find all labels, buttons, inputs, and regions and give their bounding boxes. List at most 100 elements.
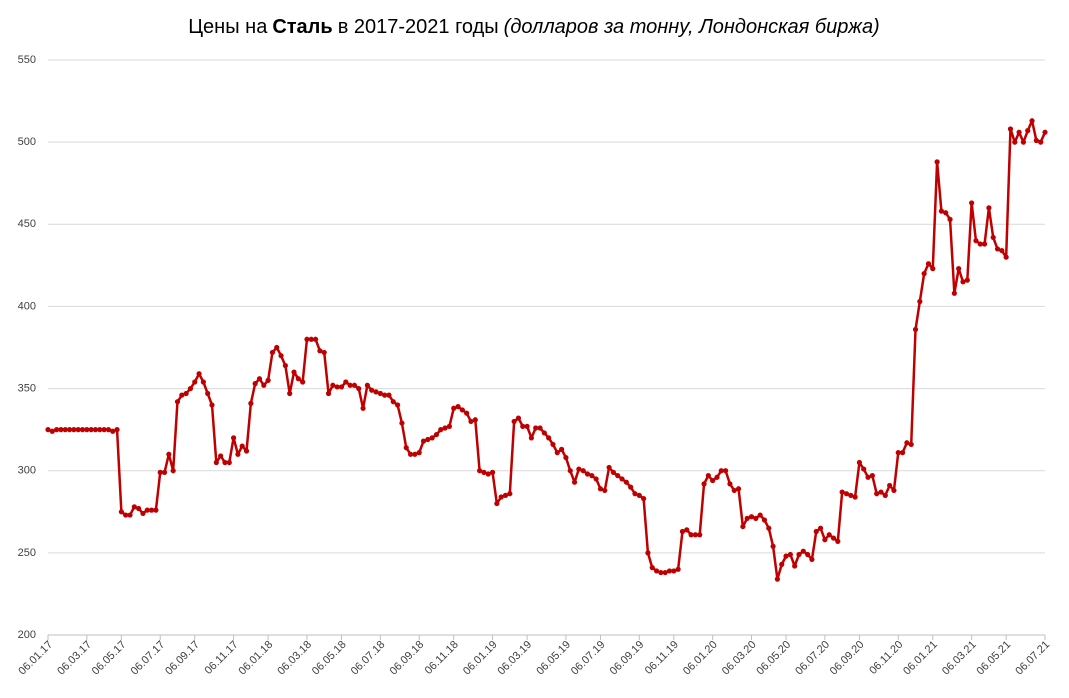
data-point [597,486,604,492]
x-tick-label: 06.09.19 [608,639,647,678]
data-point [179,392,185,398]
data-point [1003,254,1009,260]
data-point [92,427,99,433]
data-point [287,390,293,397]
data-point [407,451,414,457]
data-point [58,427,64,433]
data-point [774,576,781,582]
data-point [636,492,642,498]
data-point [429,435,435,441]
data-point [528,435,534,441]
data-point [226,459,232,466]
title-metal: Сталь [272,16,332,38]
data-point [464,410,470,416]
data-point [580,468,586,474]
title-period: в 2017-2021 годы [338,16,499,38]
x-tick-label: 06.01.20 [681,639,720,678]
data-point [71,427,77,433]
x-tick-label: 06.03.18 [275,639,314,678]
data-point [1007,126,1014,132]
x-tick-label: 06.07.21 [1013,639,1052,678]
data-point [671,568,677,574]
data-point [895,450,901,456]
data-point [170,468,176,474]
x-tick-label: 06.05.20 [754,639,793,678]
data-point [114,427,120,433]
data-point [753,515,759,521]
data-point [938,208,945,214]
data-point [537,425,543,431]
data-point [472,417,478,423]
data-point [714,474,720,480]
data-point [485,471,491,477]
data-point [546,435,552,441]
data-point [865,474,871,480]
data-point [243,448,250,454]
data-point [386,392,392,398]
data-point [541,430,547,436]
data-point [839,489,845,495]
data-point [779,561,785,567]
title-prefix: Цены на [188,16,268,38]
data-point [787,551,793,558]
data-point [140,510,146,517]
data-point [874,491,880,497]
data-point [403,445,409,451]
data-point [377,390,383,397]
data-point [744,515,750,521]
data-point [701,481,707,487]
data-point [394,402,401,408]
data-point [520,423,526,429]
data-point [628,484,634,490]
data-point [196,371,202,377]
data-point [843,491,850,497]
data-point [1020,139,1027,145]
x-tick-label: 06.09.20 [828,639,867,678]
data-point [602,487,608,494]
data-point [498,494,504,500]
x-tick-label: 06.11.18 [423,639,461,677]
chart-title: Цены на Сталь в 2017-2021 годы (долларов за… [188,16,879,38]
data-point [994,246,1001,252]
data-point [956,266,962,272]
data-point [817,525,824,531]
x-tick-label: 06.07.20 [793,639,832,678]
data-point [735,486,742,492]
data-point [584,471,591,477]
data-point [524,423,530,429]
data-point [347,382,353,388]
series-line [47,119,1047,581]
data-point [502,492,509,498]
data-point [891,487,897,494]
data-point [1012,139,1018,145]
title-unit: (долларов за тонну, Лондонская биржа) [504,16,880,38]
data-point [826,532,832,538]
x-tick-label: 06.01.17 [16,639,55,678]
data-point [256,376,263,382]
data-point [230,435,237,441]
data-point [710,477,716,484]
data-point [878,489,884,495]
data-point [261,382,267,388]
data-point [943,210,949,216]
data-point [442,425,448,431]
data-point [981,241,988,247]
data-point [861,466,867,472]
data-point [835,538,841,544]
data-point [390,399,396,405]
data-point [930,266,936,272]
data-point [951,290,957,296]
data-point [399,420,405,426]
data-point [679,528,686,535]
data-point [110,428,116,434]
data-point [990,234,996,241]
data-point [153,507,159,513]
x-tick-label: 06.03.17 [55,639,94,678]
data-point [649,565,655,571]
data-point [321,349,327,356]
data-point [921,270,927,277]
x-tick-label: 06.11.19 [643,639,681,677]
x-tick-label: 06.05.19 [534,639,573,678]
data-point [822,537,828,543]
